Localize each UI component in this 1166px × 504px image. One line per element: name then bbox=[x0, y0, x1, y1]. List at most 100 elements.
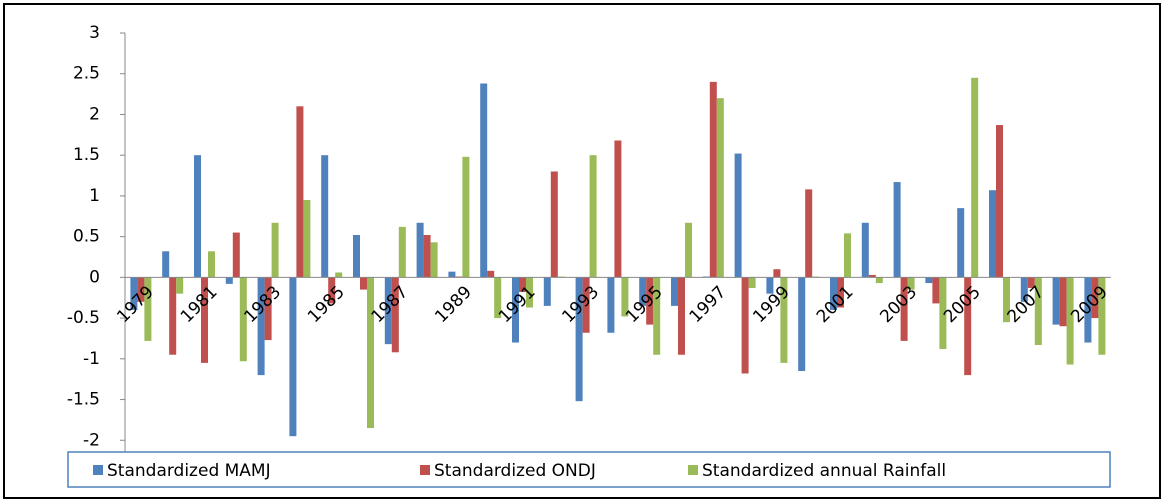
bar bbox=[964, 277, 972, 376]
y-tick-label: -2 bbox=[83, 430, 100, 450]
bar bbox=[144, 277, 152, 341]
x-tick-label: 1989 bbox=[431, 282, 476, 327]
bar bbox=[271, 222, 279, 278]
bar bbox=[1091, 277, 1099, 319]
bar bbox=[844, 233, 851, 278]
legend-box bbox=[67, 451, 1111, 488]
bar bbox=[448, 271, 456, 278]
chart-border bbox=[3, 3, 1161, 499]
bar bbox=[614, 140, 622, 278]
x-tick-label: 1985 bbox=[304, 282, 349, 327]
bar bbox=[208, 251, 215, 278]
bar bbox=[384, 277, 392, 345]
bar bbox=[225, 277, 233, 284]
legend-swatch bbox=[420, 465, 430, 475]
bar bbox=[1034, 277, 1042, 345]
bar bbox=[646, 277, 654, 325]
bar bbox=[996, 125, 1003, 278]
bar bbox=[526, 277, 533, 308]
x-tick-label: 2005 bbox=[940, 282, 985, 327]
bar bbox=[169, 277, 177, 355]
bar bbox=[480, 83, 488, 278]
bar bbox=[264, 277, 272, 341]
y-tick-label: 2 bbox=[89, 104, 100, 124]
bar bbox=[1059, 277, 1067, 327]
y-tick-label: 0 bbox=[89, 267, 100, 287]
bar bbox=[1098, 277, 1106, 355]
bar bbox=[868, 274, 876, 278]
bar bbox=[971, 77, 979, 278]
bar bbox=[321, 155, 329, 278]
bar bbox=[875, 277, 883, 284]
bar bbox=[257, 277, 265, 376]
bar bbox=[130, 277, 138, 310]
bar bbox=[671, 277, 678, 306]
bar bbox=[487, 270, 495, 278]
bar bbox=[939, 277, 947, 350]
bar bbox=[360, 277, 367, 290]
bar bbox=[1027, 277, 1035, 288]
bar bbox=[653, 277, 661, 355]
bar bbox=[989, 190, 996, 278]
bar bbox=[201, 277, 208, 363]
y-tick-label: -1.5 bbox=[67, 390, 100, 410]
bar bbox=[423, 235, 431, 278]
legend-swatch bbox=[93, 465, 103, 475]
bar bbox=[137, 277, 145, 302]
bar bbox=[748, 277, 756, 288]
legend-label: Standardized annual Rainfall bbox=[702, 461, 946, 481]
bar bbox=[773, 269, 781, 278]
legend-swatch bbox=[688, 465, 698, 475]
x-tick-label: 1981 bbox=[177, 282, 222, 327]
bar bbox=[621, 277, 629, 317]
bar bbox=[685, 222, 692, 278]
bar bbox=[289, 277, 297, 437]
legend-label: Standardized ONDJ bbox=[434, 461, 596, 481]
bar bbox=[589, 155, 597, 278]
bar bbox=[575, 277, 583, 402]
bar bbox=[741, 277, 749, 374]
bar bbox=[907, 277, 915, 290]
y-tick-label: 3 bbox=[89, 23, 100, 43]
bar bbox=[798, 277, 806, 372]
bar bbox=[416, 222, 424, 278]
bar bbox=[391, 277, 399, 353]
bar bbox=[162, 251, 170, 278]
bar bbox=[462, 156, 470, 278]
bar bbox=[900, 277, 908, 341]
bar bbox=[805, 189, 813, 278]
bar bbox=[543, 277, 551, 306]
bar bbox=[430, 242, 438, 278]
bar bbox=[296, 106, 304, 278]
bar bbox=[353, 235, 360, 278]
bar bbox=[766, 277, 774, 294]
bar bbox=[550, 171, 558, 278]
bar bbox=[398, 226, 406, 278]
bar bbox=[780, 277, 788, 363]
bar bbox=[830, 277, 837, 310]
bar bbox=[678, 277, 685, 355]
bar bbox=[861, 222, 869, 278]
bar bbox=[1020, 277, 1028, 302]
bar bbox=[1084, 277, 1092, 343]
bar bbox=[1066, 277, 1074, 365]
bar bbox=[512, 277, 519, 343]
bar bbox=[367, 277, 374, 429]
y-tick-label: 2.5 bbox=[73, 64, 100, 84]
bar bbox=[335, 272, 343, 278]
bar bbox=[582, 277, 590, 333]
bar bbox=[925, 277, 933, 284]
y-tick-label: -0.5 bbox=[67, 308, 100, 328]
y-tick-label: 1 bbox=[89, 186, 100, 206]
bar bbox=[734, 153, 742, 278]
bar bbox=[328, 277, 336, 304]
bar bbox=[932, 277, 940, 304]
legend-label: Standardized MAMJ bbox=[107, 461, 271, 481]
bar bbox=[893, 182, 901, 278]
bar bbox=[194, 155, 201, 278]
bar bbox=[1052, 277, 1060, 325]
bar bbox=[303, 199, 311, 278]
y-tick-label: -1 bbox=[83, 349, 100, 369]
x-tick-label: 1997 bbox=[686, 282, 731, 327]
